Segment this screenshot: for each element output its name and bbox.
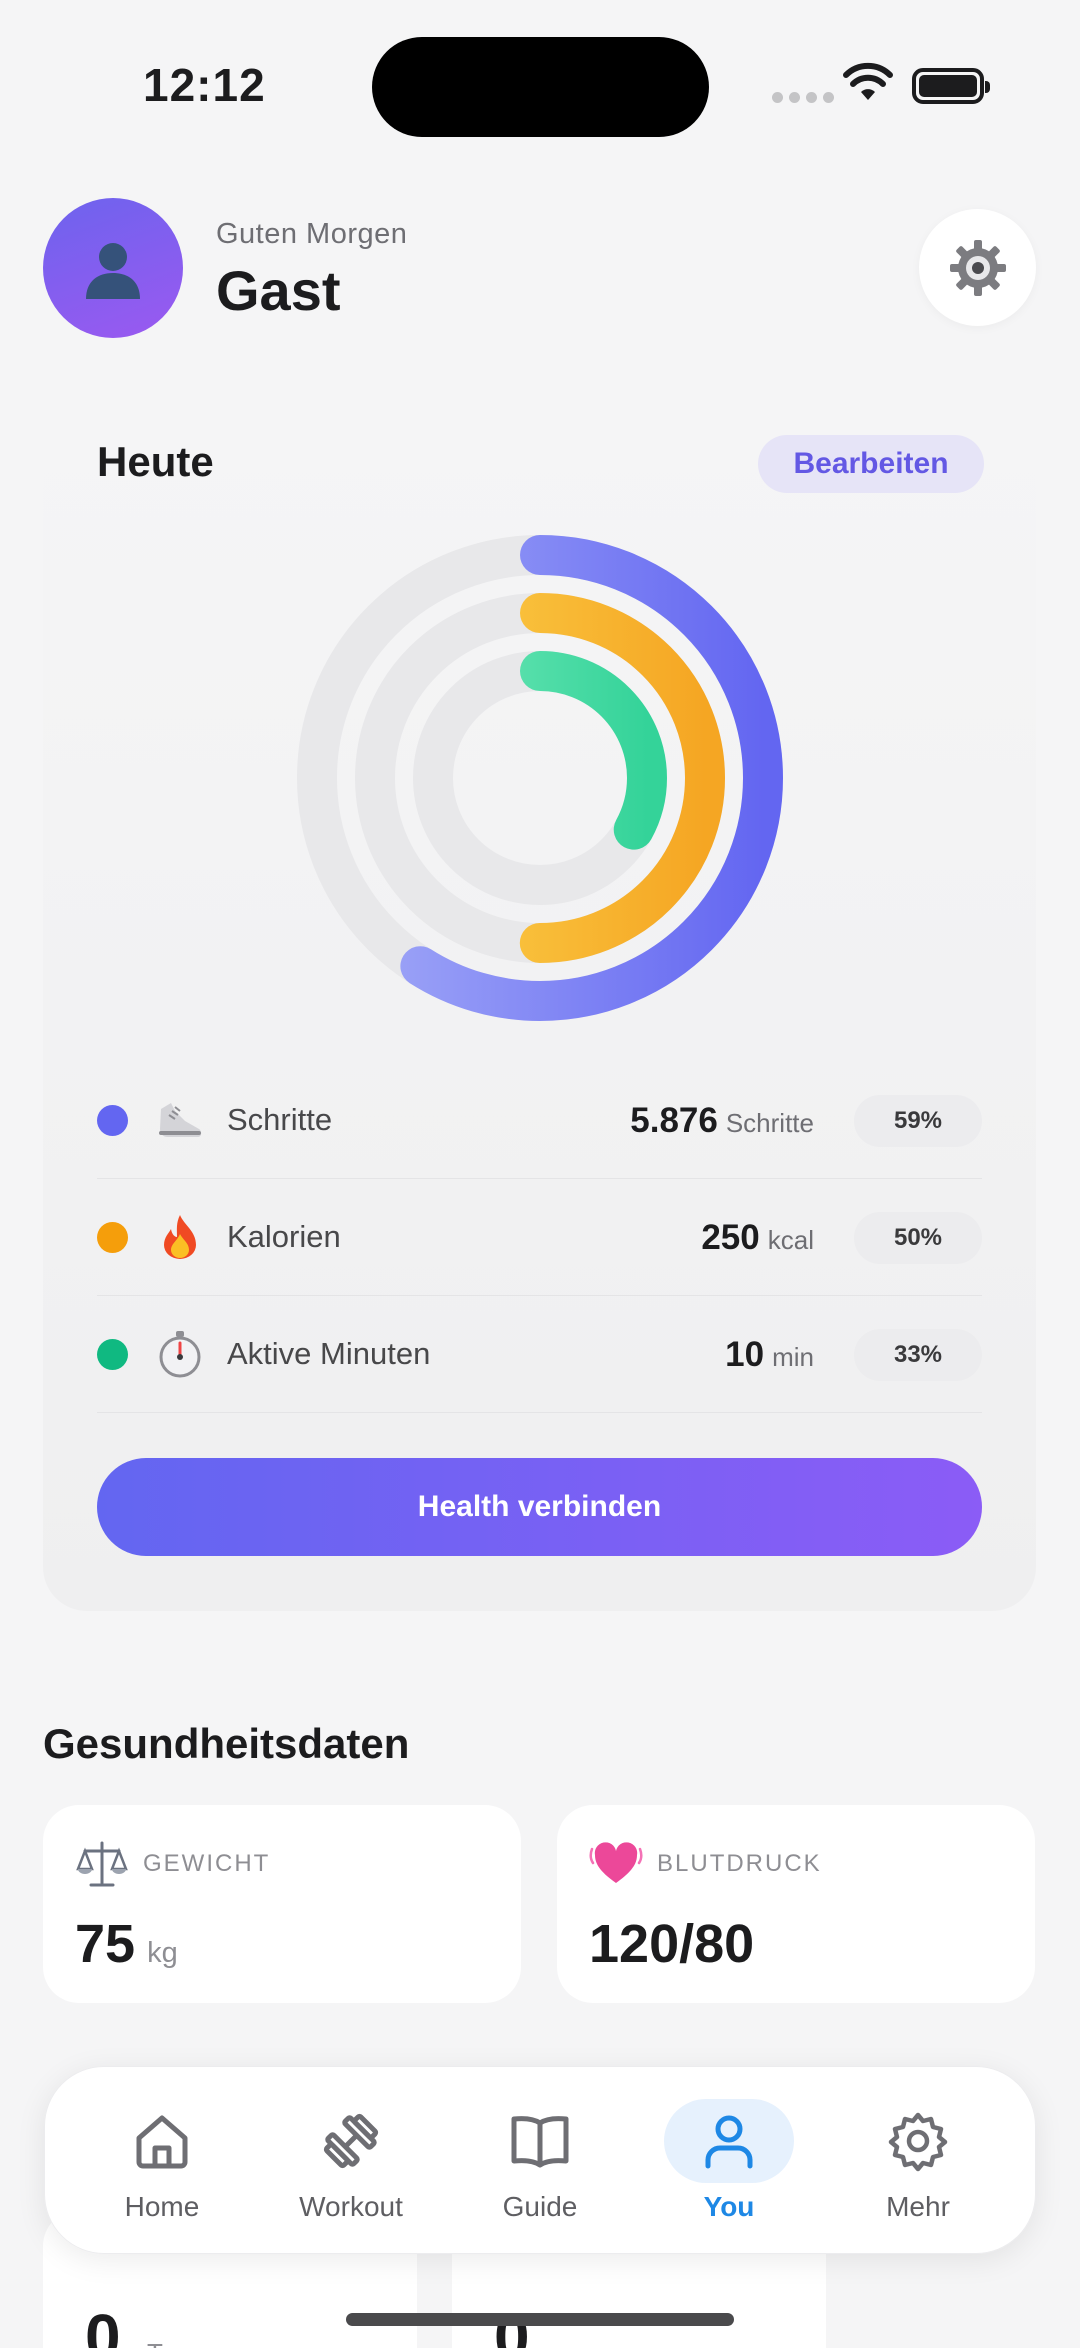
scale-icon [75,1837,129,1891]
battery-icon [912,68,990,104]
calories-color-dot [97,1221,128,1253]
dynamic-island [372,37,709,137]
tab-workout-label: Workout [299,2191,403,2222]
home-icon [97,2099,227,2183]
tab-you-label: You [703,2191,755,2222]
dumbbell-icon [286,2099,416,2183]
tab-home[interactable]: Home [72,2067,252,2255]
weight-tile[interactable]: GEWICHT 75 kg [43,1805,521,2003]
health-data-title: Gesundheitsdaten [43,1720,410,1767]
blood-pressure-label: BLUTDRUCK [657,1850,822,1877]
tab-guide[interactable]: Guide [450,2067,630,2255]
person-silhouette-icon [86,243,140,299]
tab-you[interactable]: You [639,2067,819,2255]
streak-value: 0 [85,2301,121,2348]
blood-pressure-tile[interactable]: BLUTDRUCK 120/80 [557,1805,1035,2003]
metric-row-active-minutes: Aktive Minuten 10 min 33% [97,1296,982,1413]
weight-label: GEWICHT [143,1850,271,1877]
minutes-label: Aktive Minuten [227,1336,431,1371]
edit-button[interactable]: Bearbeiten [758,435,984,493]
cellular-signal-icon [772,92,834,103]
blood-pressure-value: 120/80 [589,1914,755,1974]
gear-icon [853,2099,983,2183]
avatar[interactable] [43,198,183,338]
steps-percent-badge: 59% [854,1095,982,1147]
settings-button[interactable] [919,209,1036,326]
calories-label: Kalorien [227,1219,341,1254]
steps-ring-progress [297,535,783,1021]
tab-more[interactable]: Mehr [828,2067,1008,2255]
shoe-icon [155,1095,205,1145]
calories-value: 250 [701,1217,760,1257]
steps-color-dot [97,1104,128,1136]
minutes-ring-progress [413,651,667,905]
steps-unit: Schritte [725,1108,814,1138]
steps-value: 5.876 [630,1100,718,1140]
wifi-icon [843,62,893,100]
metrics-list: Schritte 5.876 Schritte 59% Kalorien 250… [97,1062,982,1413]
steps-label: Schritte [227,1102,333,1137]
today-title: Heute [97,438,214,485]
minutes-percent-badge: 33% [854,1329,982,1381]
connect-health-button[interactable]: Health verbinden [97,1458,982,1556]
fire-icon [155,1212,205,1262]
weight-unit: kg [147,1937,178,1969]
tab-guide-label: Guide [502,2191,578,2222]
calories-ring-progress [355,593,725,963]
status-time: 12:12 [143,59,266,111]
activity-rings [297,535,783,1021]
minutes-unit: min [772,1342,814,1372]
calories-percent-badge: 50% [854,1212,982,1264]
person-icon [664,2099,794,2183]
tab-bar: Home Workout Guide [44,2066,1036,2254]
username: Gast [216,259,341,322]
weight-value: 75 [75,1914,136,1974]
minutes-value: 10 [725,1334,765,1374]
metric-row-steps: Schritte 5.876 Schritte 59% [97,1062,982,1179]
greeting: Guten Morgen [216,218,408,250]
tab-more-label: Mehr [886,2191,950,2222]
home-indicator[interactable] [346,2313,734,2326]
calories-unit: kcal [767,1225,814,1255]
tab-home-label: Home [124,2191,200,2222]
minutes-color-dot [97,1338,128,1370]
gear-icon [949,239,1006,296]
stopwatch-icon [155,1329,205,1379]
tab-workout[interactable]: Workout [261,2067,441,2255]
metric-row-calories: Kalorien 250 kcal 50% [97,1179,982,1296]
streak-unit: Tage [147,2338,203,2348]
heart-icon [589,1837,643,1891]
book-icon [475,2099,605,2183]
